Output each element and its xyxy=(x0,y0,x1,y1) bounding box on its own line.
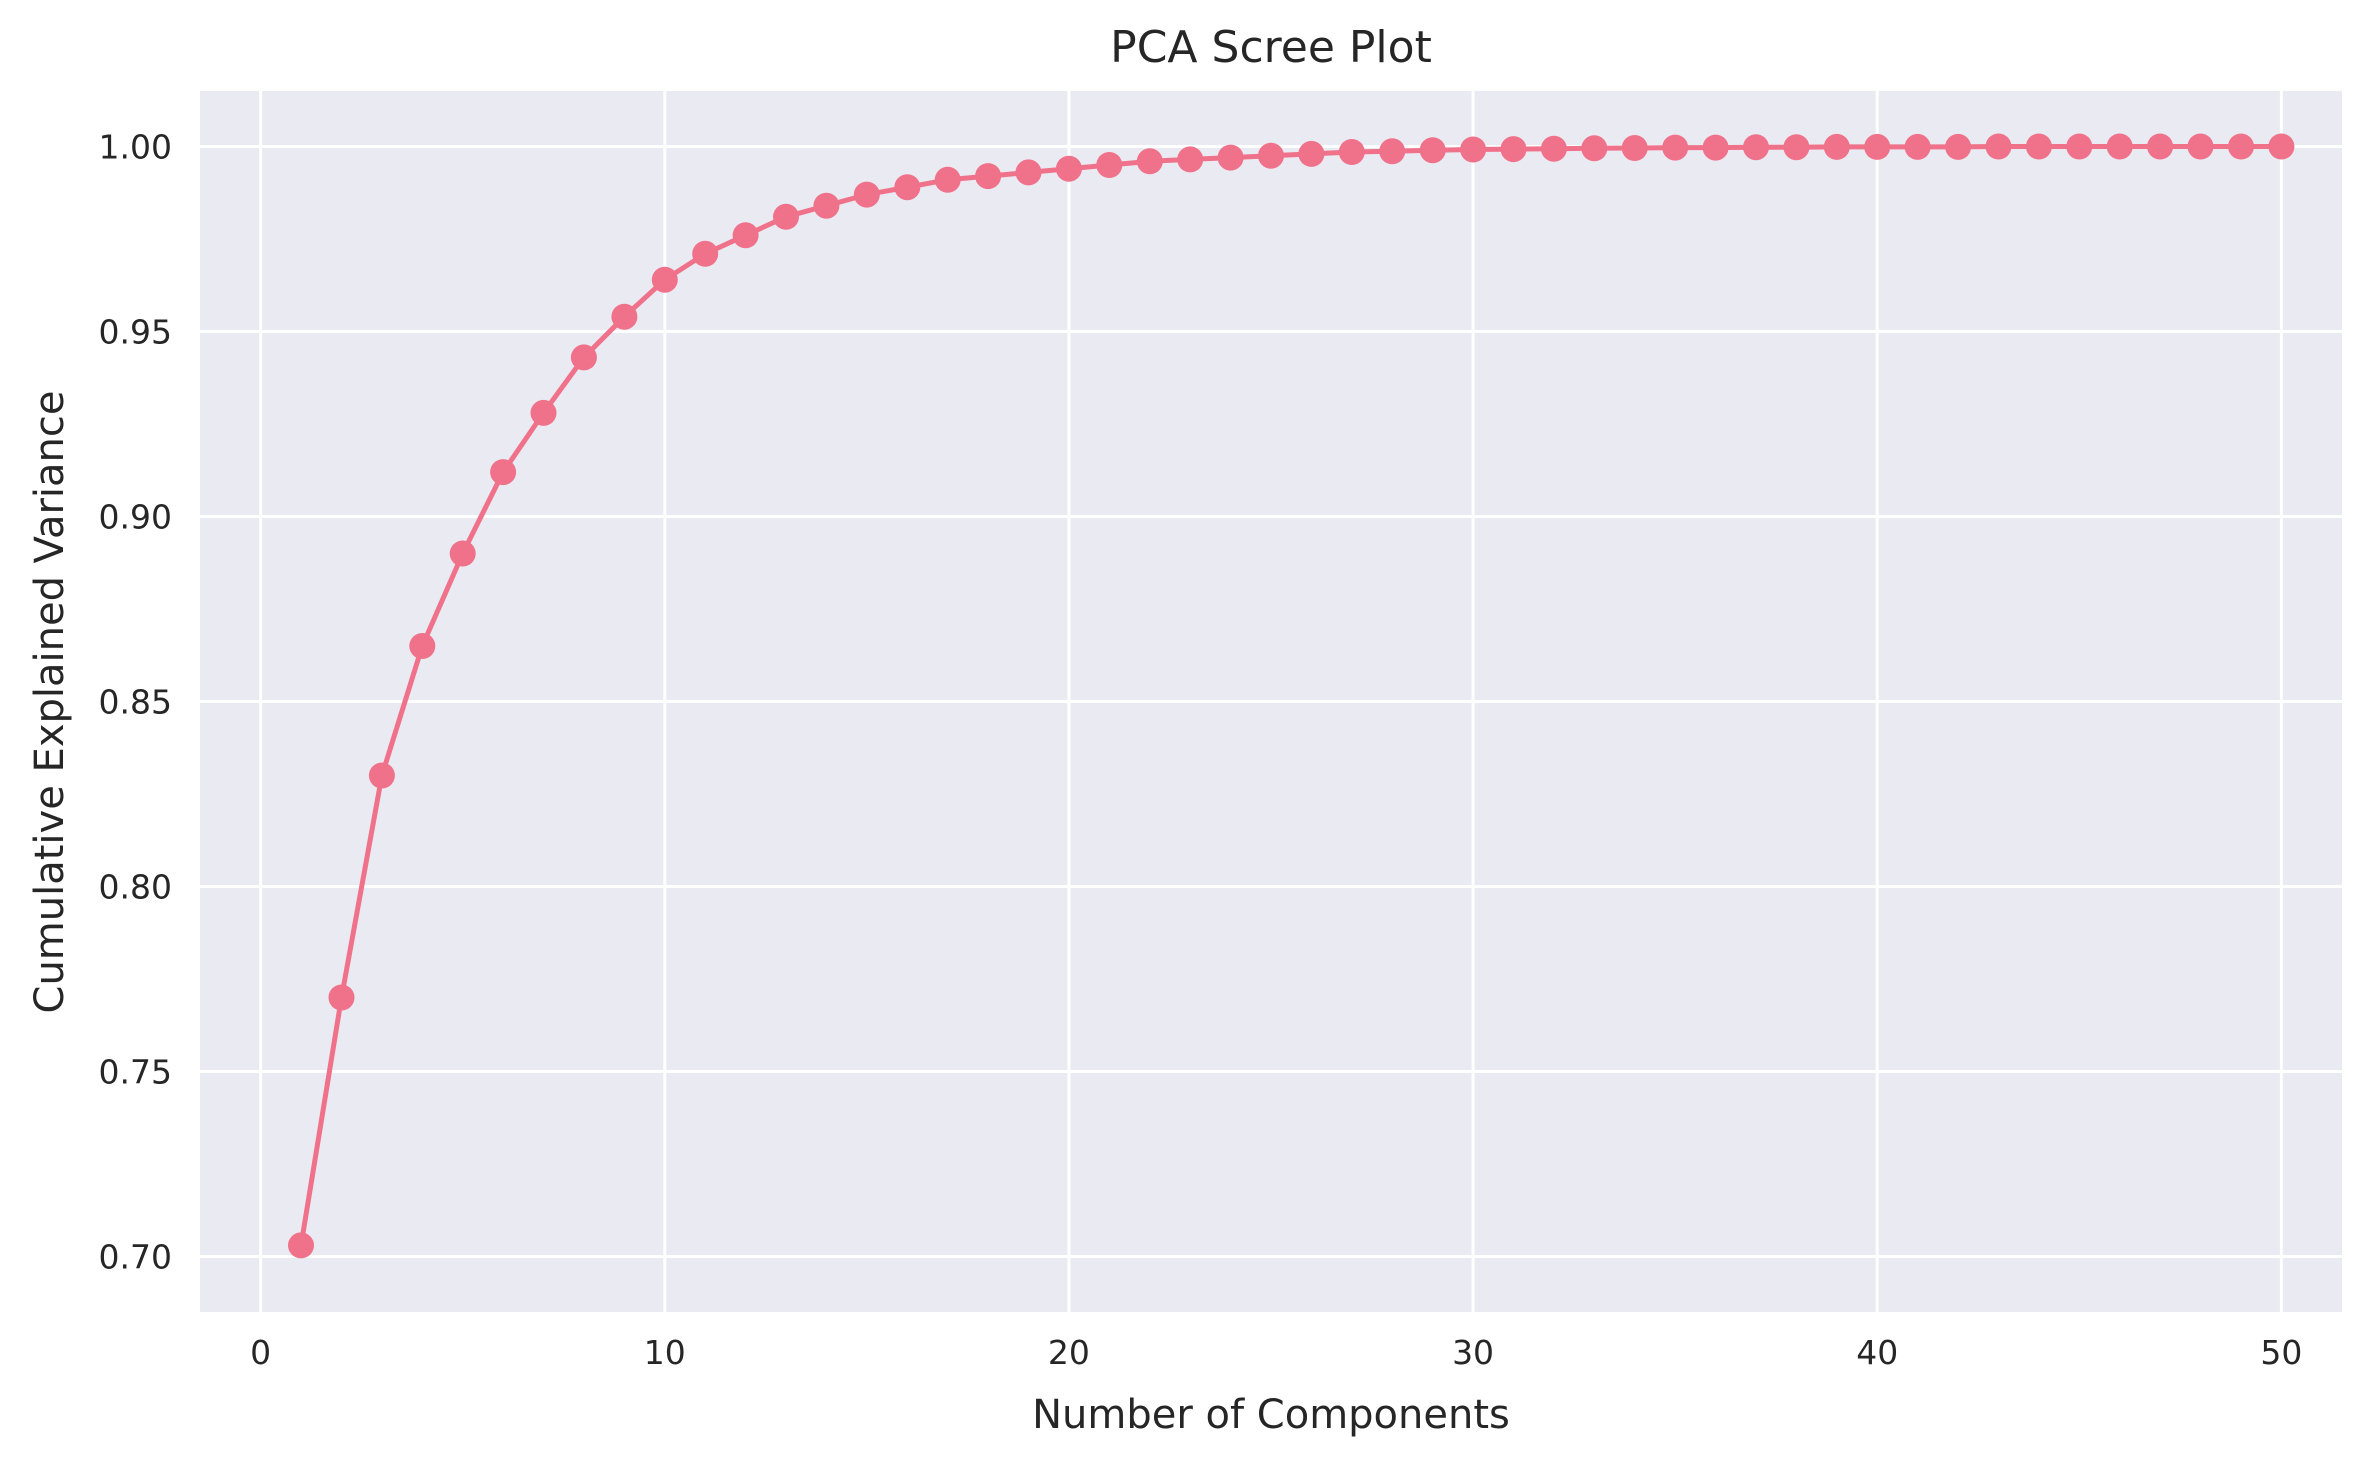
data-point xyxy=(288,1232,314,1259)
data-point xyxy=(813,192,840,219)
data-point xyxy=(2268,133,2295,160)
data-point xyxy=(975,163,1002,190)
data-point xyxy=(894,174,921,201)
data-point xyxy=(1743,134,1769,161)
data-point xyxy=(1217,144,1244,171)
data-point xyxy=(2187,133,2214,160)
data-point xyxy=(2106,133,2133,160)
data-point xyxy=(530,399,557,426)
data-point xyxy=(732,222,759,249)
data-point xyxy=(1945,133,1972,160)
data-point xyxy=(1864,133,1891,160)
data-point xyxy=(1419,137,1446,164)
series-layer xyxy=(288,133,2295,1259)
data-point xyxy=(1621,135,1648,161)
data-point xyxy=(2228,133,2254,160)
x-tick-label: 10 xyxy=(644,1333,686,1372)
y-tick-label: 1.00 xyxy=(99,128,172,167)
y-tick-label: 0.75 xyxy=(99,1053,172,1092)
y-tick-label: 0.90 xyxy=(99,498,172,537)
data-point xyxy=(611,303,638,330)
data-point xyxy=(1096,152,1123,178)
data-point xyxy=(853,181,880,208)
data-point xyxy=(1540,135,1567,162)
data-point xyxy=(2147,133,2174,160)
data-point xyxy=(449,540,476,567)
x-tick-label: 20 xyxy=(1048,1333,1090,1372)
tick-labels: 0 10 20 30 40 50 0.70 0.75 0.80 0.85 0.90 0.95 1.00 xyxy=(99,128,2303,1373)
data-point xyxy=(1460,136,1487,163)
data-point xyxy=(1338,139,1365,165)
x-tick-label: 50 xyxy=(2260,1333,2302,1372)
data-point xyxy=(1136,148,1163,175)
y-tick-label: 0.95 xyxy=(99,313,172,352)
data-point xyxy=(651,266,678,293)
data-point xyxy=(692,240,719,267)
y-tick-label: 0.85 xyxy=(99,683,172,722)
data-point xyxy=(1500,136,1527,163)
data-point xyxy=(934,166,961,193)
data-point xyxy=(1702,134,1729,161)
x-axis-label: Number of Components xyxy=(1032,1392,1510,1438)
data-point xyxy=(1055,155,1082,182)
data-point xyxy=(409,633,436,659)
y-tick-label: 0.70 xyxy=(99,1238,172,1277)
data-point xyxy=(570,344,597,371)
data-point xyxy=(1298,140,1325,167)
x-tick-label: 0 xyxy=(250,1333,271,1372)
data-point xyxy=(490,459,517,486)
data-point xyxy=(368,762,395,789)
data-point xyxy=(1823,133,1850,160)
data-point xyxy=(1783,134,1810,161)
grid-lines xyxy=(200,91,2342,1312)
data-point xyxy=(773,203,799,230)
data-point xyxy=(1985,133,2012,160)
data-point xyxy=(1662,134,1689,161)
x-tick-label: 40 xyxy=(1856,1333,1898,1372)
data-point xyxy=(328,984,355,1011)
data-point xyxy=(1581,135,1608,162)
data-point xyxy=(1015,159,1042,186)
data-point xyxy=(2025,133,2052,160)
data-point xyxy=(1379,138,1406,165)
data-point xyxy=(1904,133,1931,160)
chart-title: PCA Scree Plot xyxy=(1110,22,1432,73)
data-point xyxy=(1258,142,1284,169)
data-point xyxy=(2066,133,2093,160)
y-tick-label: 0.80 xyxy=(99,868,172,907)
x-tick-label: 30 xyxy=(1452,1333,1494,1372)
data-point xyxy=(1177,146,1204,173)
y-axis-label: Cumulative Explained Variance xyxy=(27,391,73,1014)
